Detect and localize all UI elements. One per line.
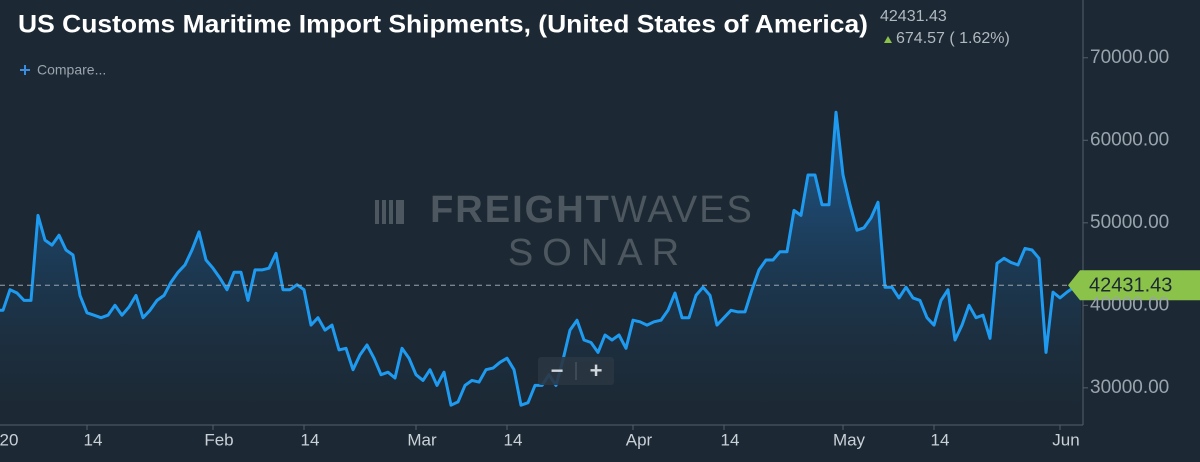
- up-arrow: [884, 36, 892, 43]
- price-tag: 42431.43: [1068, 270, 1200, 301]
- x-tick-label: 14: [721, 430, 740, 449]
- watermark: FREIGHTWAVES: [430, 189, 754, 231]
- plot-area: [0, 57, 1088, 430]
- y-tick-label: 30000.00: [1090, 377, 1169, 398]
- zoom-in-button[interactable]: +: [590, 358, 603, 383]
- watermark-icon: [375, 200, 404, 224]
- area: [0, 112, 1081, 425]
- x-tick-label: May: [833, 430, 866, 449]
- price-tag-label: 42431.43: [1089, 275, 1172, 297]
- x-tick-label: 14: [931, 430, 950, 449]
- x-tick-label: Feb: [204, 430, 233, 449]
- chart-title: US Customs Maritime Import Shipments, (U…: [18, 11, 868, 39]
- y-tick-label: 50000.00: [1090, 212, 1169, 233]
- x-tick-label: Mar: [407, 430, 437, 449]
- compare-icon: [20, 65, 30, 75]
- zoom-out-button[interactable]: −: [551, 358, 564, 383]
- price-tag-shape: [1068, 270, 1200, 301]
- watermark-part: WAVES: [611, 189, 754, 231]
- compare-button[interactable]: Compare...: [20, 62, 106, 78]
- watermark-part: FREIGHT: [430, 189, 611, 231]
- x-tick-label: Apr: [626, 430, 653, 449]
- y-tick-label: 60000.00: [1090, 129, 1169, 150]
- x-tick-label: 20: [0, 430, 18, 449]
- x-tick-label: 14: [84, 430, 103, 449]
- y-tick-label: 70000.00: [1090, 47, 1169, 68]
- current-value: 42431.43: [880, 8, 947, 25]
- watermark: SONAR: [508, 232, 688, 274]
- x-tick-label: Jun: [1052, 430, 1079, 449]
- x-tick-label: 14: [301, 430, 320, 449]
- change: 674.57 ( 1.62%): [896, 30, 1010, 47]
- line: [0, 110, 1082, 407]
- y-tick-label: 40000.00: [1090, 294, 1169, 315]
- compare-label[interactable]: Compare...: [37, 62, 106, 78]
- x-tick-label: 14: [504, 430, 523, 449]
